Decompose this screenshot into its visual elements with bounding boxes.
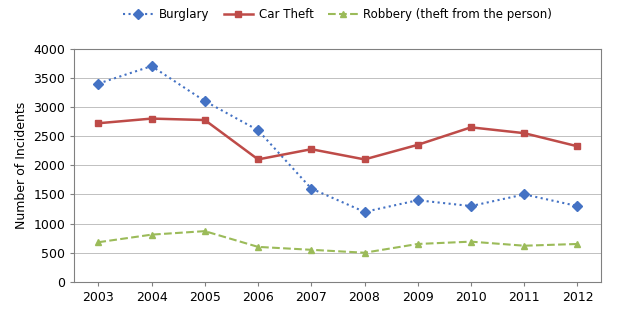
Car Theft [467, 125, 475, 129]
Burglary [574, 204, 581, 208]
Car Theft [361, 157, 368, 161]
Burglary [148, 64, 155, 68]
Car Theft [414, 143, 422, 147]
Robbery (theft from the person) [414, 242, 422, 246]
Burglary [254, 128, 262, 132]
Burglary [308, 187, 315, 191]
Line: Burglary: Burglary [95, 63, 581, 215]
Burglary [201, 99, 208, 103]
Burglary [467, 204, 475, 208]
Line: Car Theft: Car Theft [95, 115, 581, 163]
Robbery (theft from the person) [467, 240, 475, 244]
Robbery (theft from the person) [254, 245, 262, 249]
Burglary [361, 210, 368, 214]
Car Theft [521, 131, 528, 135]
Car Theft [201, 118, 208, 122]
Car Theft [574, 145, 581, 148]
Robbery (theft from the person) [95, 240, 102, 244]
Car Theft [254, 157, 262, 161]
Robbery (theft from the person) [521, 244, 528, 248]
Robbery (theft from the person) [148, 233, 155, 237]
Line: Robbery (theft from the person): Robbery (theft from the person) [95, 228, 581, 256]
Burglary [521, 192, 528, 196]
Legend: Burglary, Car Theft, Robbery (theft from the person): Burglary, Car Theft, Robbery (theft from… [119, 3, 557, 26]
Robbery (theft from the person) [308, 248, 315, 252]
Car Theft [148, 117, 155, 121]
Robbery (theft from the person) [361, 251, 368, 255]
Robbery (theft from the person) [574, 242, 581, 246]
Burglary [95, 82, 102, 86]
Car Theft [308, 147, 315, 151]
Burglary [414, 198, 422, 202]
Y-axis label: Number of Incidents: Number of Incidents [15, 102, 28, 229]
Car Theft [95, 121, 102, 125]
Robbery (theft from the person) [201, 229, 208, 233]
